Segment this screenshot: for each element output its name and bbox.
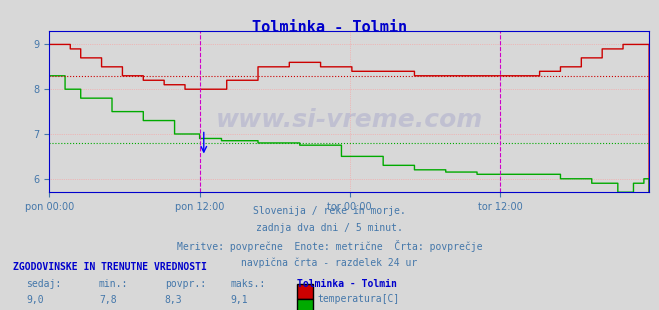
Text: maks.:: maks.: <box>231 279 266 289</box>
Text: 7,8: 7,8 <box>99 294 117 304</box>
Text: Slovenija / reke in morje.: Slovenija / reke in morje. <box>253 206 406 216</box>
Text: 9,0: 9,0 <box>26 294 44 304</box>
Text: min.:: min.: <box>99 279 129 289</box>
Text: 9,1: 9,1 <box>231 294 248 304</box>
Text: ZGODOVINSKE IN TRENUTNE VREDNOSTI: ZGODOVINSKE IN TRENUTNE VREDNOSTI <box>13 262 207 272</box>
Text: Meritve: povprečne  Enote: metrične  Črta: povprečje: Meritve: povprečne Enote: metrične Črta:… <box>177 240 482 252</box>
Text: temperatura[C]: temperatura[C] <box>318 294 400 304</box>
Text: Tolminka - Tolmin: Tolminka - Tolmin <box>297 279 397 289</box>
Text: zadnja dva dni / 5 minut.: zadnja dva dni / 5 minut. <box>256 223 403 233</box>
Text: www.si-vreme.com: www.si-vreme.com <box>215 108 483 132</box>
Text: 8,3: 8,3 <box>165 294 183 304</box>
Text: Tolminka - Tolmin: Tolminka - Tolmin <box>252 20 407 35</box>
Text: navpična črta - razdelek 24 ur: navpična črta - razdelek 24 ur <box>241 257 418 268</box>
Text: povpr.:: povpr.: <box>165 279 206 289</box>
Text: sedaj:: sedaj: <box>26 279 61 289</box>
